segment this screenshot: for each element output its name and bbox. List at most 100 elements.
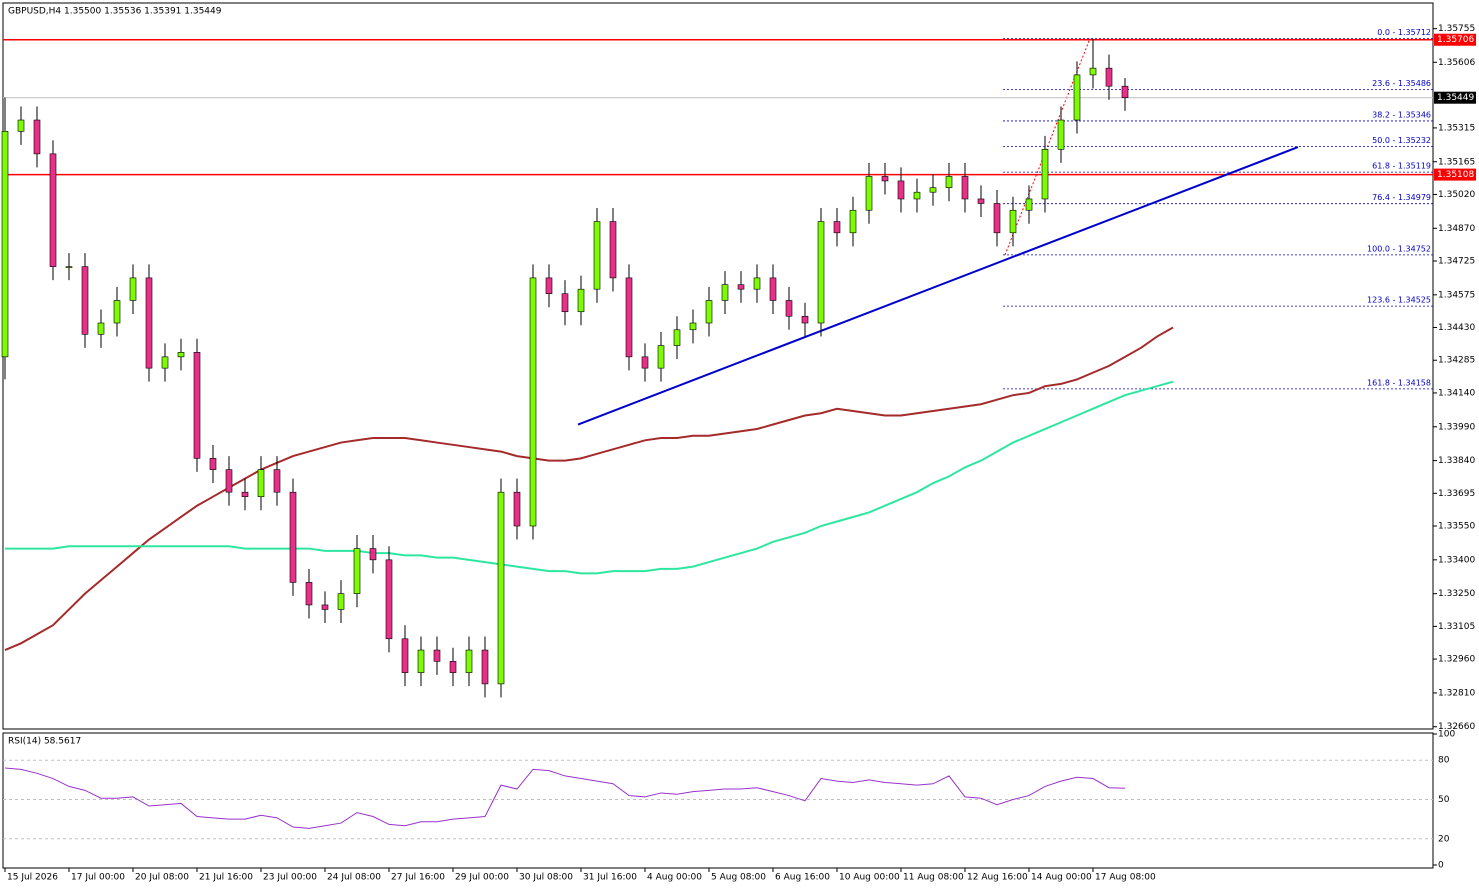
x-tick-label: 6 Aug 16:00 <box>775 873 830 883</box>
chart-title: GBPUSD,H4 1.35500 1.35536 1.35391 1.3544… <box>8 7 222 17</box>
fib-anchor <box>1004 38 1091 256</box>
candle-body <box>417 649 425 673</box>
candle-body <box>113 300 121 324</box>
candle-body <box>1041 149 1049 200</box>
y-tick-label: 20 <box>1438 834 1450 844</box>
fib-label: 38.2 - 1.35346 <box>1372 110 1431 119</box>
candle-body <box>897 180 905 200</box>
candle-body <box>33 119 41 155</box>
fib-label: 61.8 - 1.35119 <box>1372 162 1431 171</box>
x-tick-label: 10 Aug 00:00 <box>839 873 900 883</box>
candle-body <box>17 119 25 132</box>
y-tick-label: 1.34285 <box>1438 356 1475 366</box>
candle-body <box>193 352 201 459</box>
y-tick-label: 1.35315 <box>1438 123 1475 133</box>
candle-body <box>1057 119 1065 150</box>
candle-body <box>865 176 873 211</box>
candle-body <box>529 277 537 527</box>
y-tick-label: 1.32810 <box>1438 688 1475 698</box>
y-tick-label: 100 <box>1438 730 1455 740</box>
y-tick-label: 50 <box>1438 795 1450 805</box>
y-tick-label: 1.33695 <box>1438 489 1475 499</box>
candle-body <box>353 548 361 594</box>
candle-body <box>1025 198 1033 211</box>
candle-body <box>929 187 937 193</box>
moving-average <box>4 326 1174 651</box>
y-tick-label: 1.33105 <box>1438 622 1475 632</box>
candle-body <box>273 469 281 493</box>
candle-body <box>769 277 777 301</box>
candle-body <box>257 469 265 497</box>
trendline <box>577 146 1299 426</box>
price-label-box <box>1434 168 1476 181</box>
price-label: 1.35706 <box>1437 35 1474 45</box>
candle-body <box>833 221 841 234</box>
candle-body <box>385 559 393 640</box>
candle-body <box>513 491 521 527</box>
current-price-label: 1.35449 <box>1437 93 1474 103</box>
fib-label: 100.0 - 1.34752 <box>1367 244 1431 253</box>
candle-body <box>129 277 137 301</box>
y-tick-label: 1.32660 <box>1438 722 1475 732</box>
y-tick-label: 1.32960 <box>1438 655 1475 665</box>
y-tick-label: 1.35165 <box>1438 157 1475 167</box>
rsi-line <box>4 767 1126 829</box>
candle-body <box>177 352 185 358</box>
candle-body <box>689 322 697 331</box>
candle-body <box>1073 74 1081 121</box>
x-tick-label: 27 Jul 16:00 <box>391 873 445 883</box>
x-tick-label: 31 Jul 16:00 <box>583 873 637 883</box>
candle-body <box>705 300 713 324</box>
x-tick-label: 17 Jul 00:00 <box>71 873 125 883</box>
candle-body <box>657 345 665 369</box>
fib-label: 76.4 - 1.34979 <box>1372 193 1431 202</box>
candle-body <box>673 329 681 346</box>
candle-body <box>209 458 217 470</box>
candle-body <box>849 209 857 234</box>
candle-body <box>81 266 89 335</box>
x-tick-label: 20 Jul 08:00 <box>135 873 189 883</box>
candle-body <box>1009 209 1017 234</box>
candle-body <box>49 153 57 267</box>
candle-body <box>913 191 921 200</box>
candle-body <box>401 638 409 673</box>
candle-body <box>465 649 473 673</box>
candle-body <box>609 221 617 279</box>
candle-body <box>225 469 233 493</box>
candle-body <box>545 277 553 294</box>
candle-body <box>753 277 761 290</box>
fib-label: 50.0 - 1.35232 <box>1372 136 1431 145</box>
fib-label: 23.6 - 1.35486 <box>1372 79 1431 88</box>
x-tick-label: 29 Jul 00:00 <box>455 873 509 883</box>
y-tick-label: 1.34575 <box>1438 290 1475 300</box>
candle-body <box>497 491 505 685</box>
y-tick-label: 1.35755 <box>1438 24 1475 34</box>
x-tick-label: 15 Jul 2026 <box>7 873 58 883</box>
candle-body <box>321 604 329 610</box>
candle-body <box>881 176 889 182</box>
price-panel <box>2 2 1434 730</box>
x-tick-label: 4 Aug 00:00 <box>647 873 702 883</box>
y-tick-label: 1.35606 <box>1438 58 1475 68</box>
candle-body <box>577 288 585 313</box>
candle-body <box>369 548 377 561</box>
y-tick-label: 1.34725 <box>1438 256 1475 266</box>
price-label-box <box>1434 33 1476 46</box>
y-tick-label: 80 <box>1438 756 1450 766</box>
x-tick-label: 17 Aug 08:00 <box>1095 873 1156 883</box>
candle-body <box>1121 85 1129 98</box>
candle-body <box>337 593 345 610</box>
x-tick-label: 12 Aug 16:00 <box>967 873 1028 883</box>
rsi-panel <box>2 732 1434 869</box>
candle-body <box>1105 67 1113 87</box>
y-tick-label: 1.34430 <box>1438 323 1475 333</box>
x-tick-label: 23 Jul 00:00 <box>263 873 317 883</box>
candle-body <box>145 277 153 369</box>
candle-body <box>785 300 793 317</box>
candle-body <box>993 203 1001 234</box>
candle-body <box>449 661 457 673</box>
y-tick-label: 1.34870 <box>1438 224 1475 234</box>
candle-body <box>161 356 169 369</box>
y-tick-label: 1.33990 <box>1438 422 1475 432</box>
